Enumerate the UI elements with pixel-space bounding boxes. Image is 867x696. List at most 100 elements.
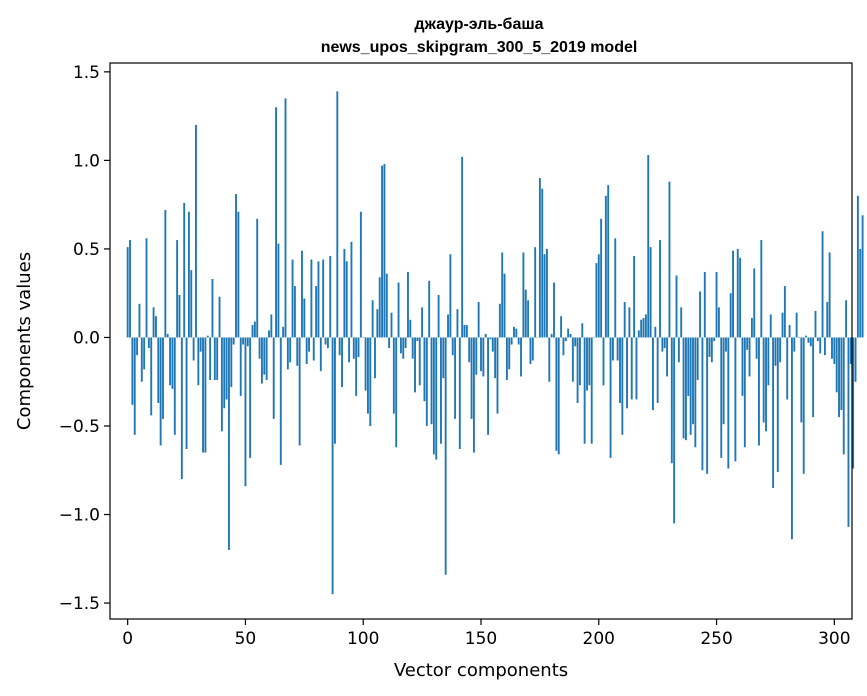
bar-45: [232, 337, 235, 345]
bar-183: [557, 337, 560, 455]
bar-306: [847, 337, 850, 527]
bar-277: [779, 337, 782, 363]
bar-71: [293, 286, 296, 338]
bar-252: [720, 337, 723, 458]
bar-232: [673, 337, 676, 524]
bar-267: [755, 337, 758, 359]
bar-287: [802, 337, 805, 474]
x-axis-ticks: 0 50 100 150 200 250 300: [122, 619, 851, 649]
y-tick-label: −1.0: [59, 506, 100, 526]
bar-32: [202, 337, 204, 453]
bar-10: [150, 337, 153, 416]
plot-frame: [109, 62, 853, 620]
bar-5: [138, 303, 141, 338]
bar-101: [364, 337, 367, 391]
bar-258: [734, 337, 737, 462]
bar-78: [310, 259, 313, 338]
bar-133: [440, 337, 442, 444]
bar-29: [195, 124, 197, 338]
bar-195: [586, 337, 588, 391]
bar-7: [143, 337, 146, 370]
bar-46: [235, 194, 237, 338]
bar-255: [727, 337, 730, 469]
bar-1: [129, 240, 131, 338]
bar-122: [414, 337, 416, 393]
bar-94: [348, 337, 351, 363]
bar-135: [444, 337, 447, 575]
bar-25: [185, 337, 188, 450]
x-axis-label: Vector components: [394, 660, 568, 681]
bar-21: [176, 240, 179, 338]
bar-166: [517, 337, 520, 345]
bar-49: [242, 337, 245, 345]
bar-89: [336, 91, 339, 338]
bar-168: [522, 252, 525, 338]
bar-221: [647, 155, 650, 338]
bar-284: [795, 312, 798, 338]
bar-254: [725, 337, 727, 352]
bar-281: [788, 325, 791, 338]
bar-185: [562, 337, 565, 356]
bar-214: [630, 337, 633, 400]
y-axis-label: Components values: [14, 252, 35, 430]
bar-27: [190, 270, 193, 338]
bar-268: [758, 337, 760, 446]
bar-304: [842, 337, 845, 455]
x-tick-label: 50: [235, 629, 257, 649]
bar-184: [560, 316, 563, 338]
bar-209: [619, 337, 621, 403]
bar-296: [823, 337, 826, 356]
bar-250: [715, 271, 718, 338]
bar-81: [317, 261, 320, 338]
bar-159: [501, 252, 504, 338]
bar-167: [520, 337, 522, 377]
bar-50: [244, 337, 247, 487]
bar-86: [329, 256, 332, 338]
bar-145: [468, 337, 471, 363]
bar-146: [470, 337, 473, 419]
bar-298: [828, 252, 831, 338]
bar-18: [169, 337, 171, 386]
bar-163: [510, 337, 513, 345]
bar-79: [312, 337, 315, 361]
bar-87: [331, 337, 334, 595]
bar-88: [334, 337, 336, 444]
bar-292: [814, 310, 817, 338]
bar-299: [831, 337, 833, 359]
bar-70: [291, 259, 294, 338]
bar-208: [616, 337, 619, 361]
bar-39: [218, 296, 221, 338]
bar-231: [670, 337, 673, 464]
bar-57: [260, 337, 263, 384]
bar-131: [435, 337, 438, 460]
x-tick-label: 150: [465, 629, 497, 649]
bar-301: [835, 337, 838, 393]
bar-196: [588, 337, 591, 386]
bar-56: [258, 337, 261, 359]
bar-279: [783, 286, 786, 338]
bar-69: [289, 337, 292, 363]
bar-257: [732, 250, 734, 338]
bar-274: [772, 337, 775, 488]
bar-229: [666, 337, 669, 377]
bar-111: [388, 337, 391, 349]
bar-130: [432, 337, 435, 455]
bar-99: [359, 211, 362, 338]
bar-276: [776, 337, 779, 473]
bar-251: [717, 307, 720, 338]
bar-178: [546, 248, 548, 338]
bar-291: [812, 337, 815, 418]
bar-256: [729, 293, 732, 338]
bar-73: [298, 337, 301, 446]
bar-235: [680, 307, 683, 338]
bar-186: [564, 337, 567, 341]
bar-182: [555, 337, 558, 451]
bar-63: [275, 107, 277, 338]
bar-297: [826, 302, 829, 338]
bar-263: [746, 337, 749, 350]
x-tick-label: 250: [700, 629, 732, 649]
bar-309: [854, 337, 857, 382]
bar-227: [661, 337, 664, 352]
bar-162: [508, 337, 511, 370]
bar-54: [253, 321, 256, 338]
